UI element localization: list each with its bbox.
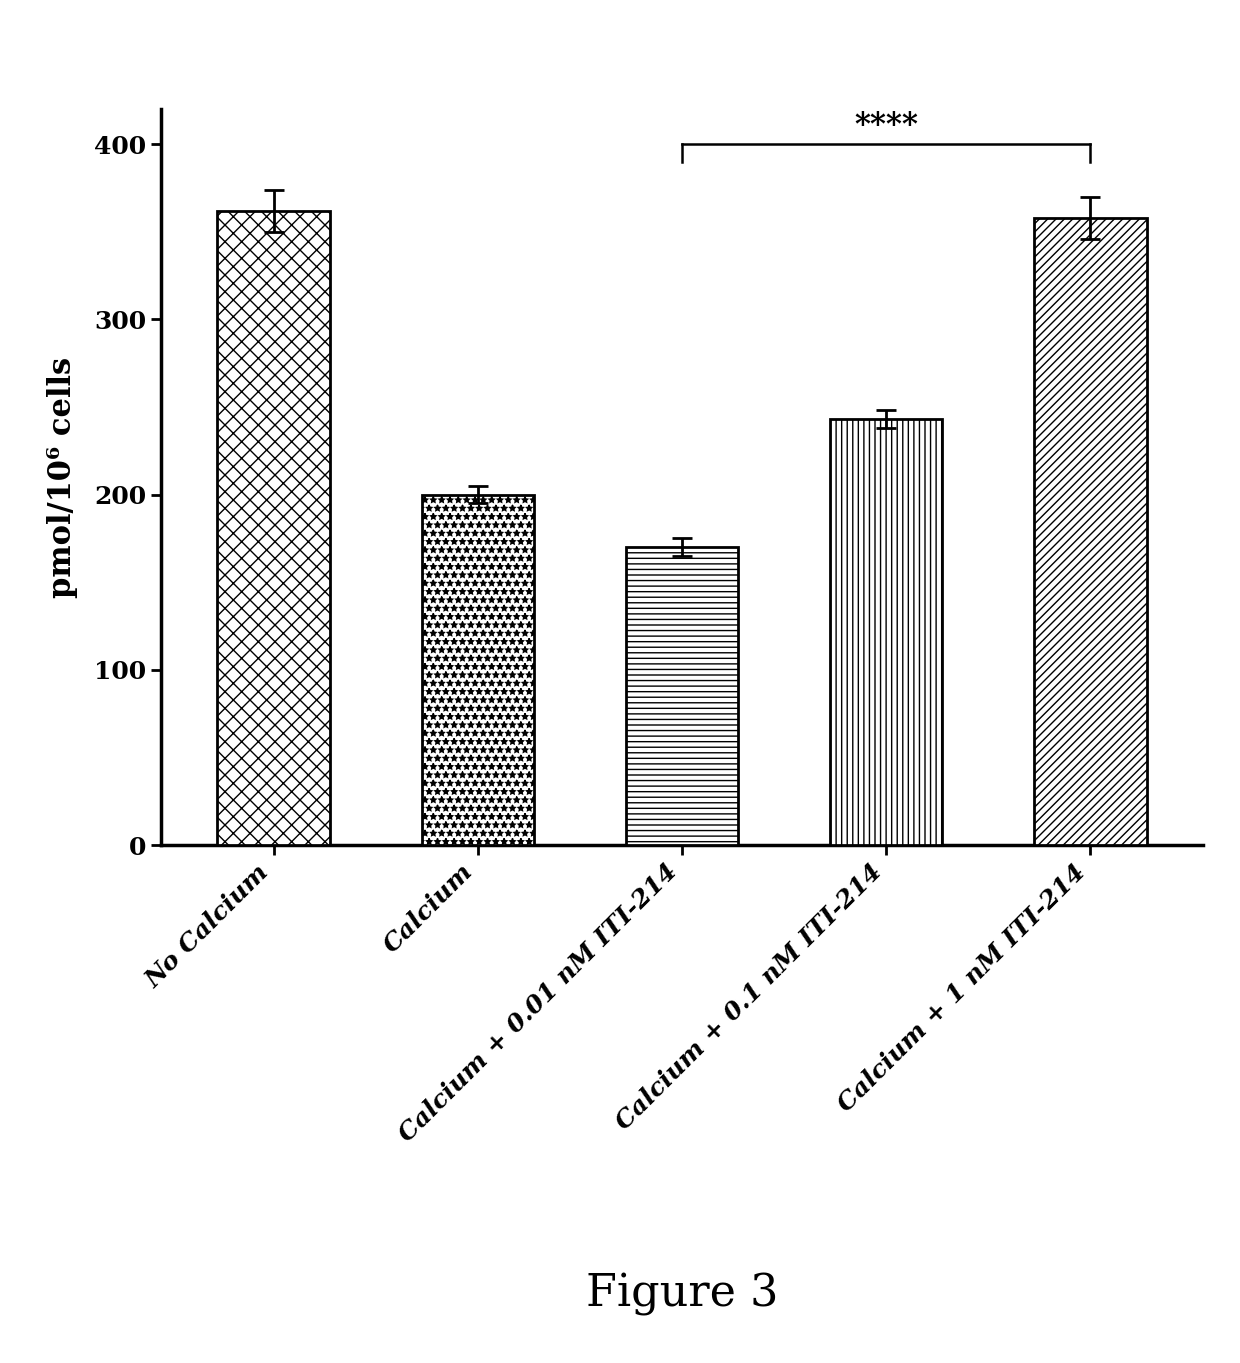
Bar [217,211,330,845]
Bar [1034,218,1147,845]
Text: ****: **** [854,109,919,140]
Bar [626,547,738,845]
Y-axis label: pmol/10⁶ cells: pmol/10⁶ cells [47,357,78,597]
Bar [422,495,534,845]
Text: Figure 3: Figure 3 [585,1273,779,1317]
Bar [830,420,942,845]
